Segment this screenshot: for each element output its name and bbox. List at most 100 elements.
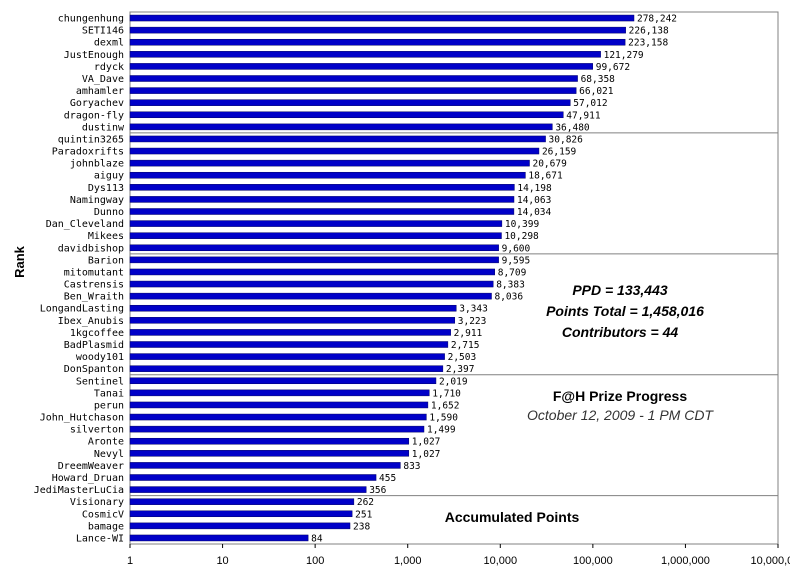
value-label: 1,027 bbox=[412, 437, 441, 448]
value-label: 14,063 bbox=[517, 195, 551, 206]
bar bbox=[129, 75, 578, 82]
bar bbox=[129, 522, 351, 530]
value-label: 8,383 bbox=[496, 280, 525, 291]
value-label: 10,399 bbox=[505, 219, 540, 230]
bar bbox=[129, 534, 309, 542]
bar bbox=[129, 304, 457, 312]
category-label: dexml bbox=[94, 38, 124, 49]
value-label: 3,223 bbox=[458, 316, 487, 327]
category-label: JediMasterLuCia bbox=[34, 485, 124, 496]
category-label: woody101 bbox=[76, 352, 124, 363]
category-label: Dan_Cleveland bbox=[46, 219, 124, 230]
category-label: Aronte bbox=[88, 437, 124, 448]
bar bbox=[129, 51, 601, 58]
bar bbox=[129, 38, 626, 46]
value-label: 20,679 bbox=[532, 159, 567, 170]
category-label: VA_Dave bbox=[82, 74, 124, 85]
bar bbox=[129, 111, 564, 119]
bar bbox=[129, 450, 410, 457]
value-label: 1,652 bbox=[431, 400, 460, 411]
value-label: 14,034 bbox=[517, 207, 552, 218]
category-label: Lance-WI bbox=[76, 533, 124, 544]
bar bbox=[129, 244, 499, 252]
value-label: 66,021 bbox=[579, 86, 614, 97]
category-label: Visionary bbox=[70, 497, 124, 508]
value-label: 455 bbox=[379, 473, 396, 484]
category-label: LongandLasting bbox=[40, 304, 124, 315]
category-label: DonSpanton bbox=[64, 364, 124, 375]
bar bbox=[129, 353, 445, 360]
value-label: 8,036 bbox=[494, 292, 523, 303]
x-tick-label: 10,000 bbox=[483, 555, 517, 567]
x-tick-label: 10 bbox=[216, 555, 228, 567]
bar bbox=[129, 413, 427, 421]
category-label: CosmicV bbox=[82, 509, 124, 520]
x-tick-label: 1,000,000 bbox=[661, 555, 710, 567]
bar bbox=[129, 329, 451, 336]
bar bbox=[129, 26, 626, 34]
value-label: 1,499 bbox=[427, 425, 456, 436]
category-label: johnblaze bbox=[70, 159, 124, 170]
category-label: bamage bbox=[88, 521, 124, 532]
value-label: 278,242 bbox=[637, 14, 677, 25]
category-label: Tanai bbox=[94, 388, 124, 399]
x-tick-label: 1 bbox=[127, 555, 133, 567]
value-label: 251 bbox=[355, 509, 372, 520]
value-label: 9,600 bbox=[502, 243, 531, 254]
category-label: davidbishop bbox=[58, 243, 124, 254]
category-label: John_Hutchason bbox=[40, 413, 124, 424]
bar bbox=[129, 123, 553, 131]
value-label: 223,158 bbox=[628, 38, 668, 49]
bar bbox=[129, 377, 437, 385]
category-label: Howard_Druan bbox=[52, 473, 124, 484]
bar bbox=[129, 486, 367, 493]
value-label: 36,480 bbox=[555, 122, 590, 133]
bar bbox=[129, 280, 494, 288]
bar bbox=[129, 401, 429, 409]
bar bbox=[129, 341, 449, 348]
bar bbox=[129, 510, 353, 518]
value-label: 2,715 bbox=[451, 340, 480, 351]
bar bbox=[129, 317, 456, 324]
value-label: 238 bbox=[353, 521, 370, 532]
x-tick-label: 1,000 bbox=[394, 555, 422, 567]
value-label: 3,343 bbox=[459, 304, 488, 315]
bar bbox=[129, 425, 425, 433]
category-label: Nevyl bbox=[94, 449, 124, 460]
value-label: 2,503 bbox=[448, 352, 477, 363]
value-label: 833 bbox=[403, 461, 420, 472]
x-tick-label: 100,000 bbox=[573, 555, 613, 567]
category-label: dustinw bbox=[82, 122, 125, 133]
category-label: Sentinel bbox=[76, 376, 124, 387]
category-label: perun bbox=[94, 400, 124, 411]
progress-title: F@H Prize Progress bbox=[552, 388, 688, 404]
value-label: 1,027 bbox=[412, 449, 441, 460]
category-label: BadPlasmid bbox=[64, 340, 124, 351]
value-label: 30,826 bbox=[549, 134, 584, 145]
x-tick-label: 10,000,000 bbox=[750, 555, 790, 567]
accumulated-points-label: Accumulated Points bbox=[444, 509, 580, 525]
category-label: aiguy bbox=[94, 171, 124, 182]
bar bbox=[129, 63, 593, 70]
bar bbox=[129, 171, 526, 179]
bar bbox=[129, 232, 502, 239]
bar bbox=[129, 147, 540, 155]
bar bbox=[129, 474, 377, 481]
value-label: 10,298 bbox=[504, 231, 539, 242]
value-label: 2,397 bbox=[446, 364, 475, 375]
category-label: Namingway bbox=[70, 195, 124, 206]
category-label: SETI146 bbox=[82, 26, 124, 37]
category-label: Ibex_Anubis bbox=[58, 316, 124, 327]
bar bbox=[129, 389, 430, 397]
bar bbox=[129, 99, 571, 106]
value-label: 1,590 bbox=[429, 413, 458, 424]
category-label: Mikees bbox=[88, 231, 124, 242]
value-label: 99,672 bbox=[596, 62, 630, 73]
bar bbox=[129, 220, 503, 227]
bar bbox=[129, 87, 577, 94]
progress-date: October 12, 2009 - 1 PM CDT bbox=[527, 407, 713, 423]
value-label: 226,138 bbox=[629, 26, 669, 37]
bar bbox=[129, 14, 635, 22]
value-label: 1,710 bbox=[432, 388, 461, 399]
